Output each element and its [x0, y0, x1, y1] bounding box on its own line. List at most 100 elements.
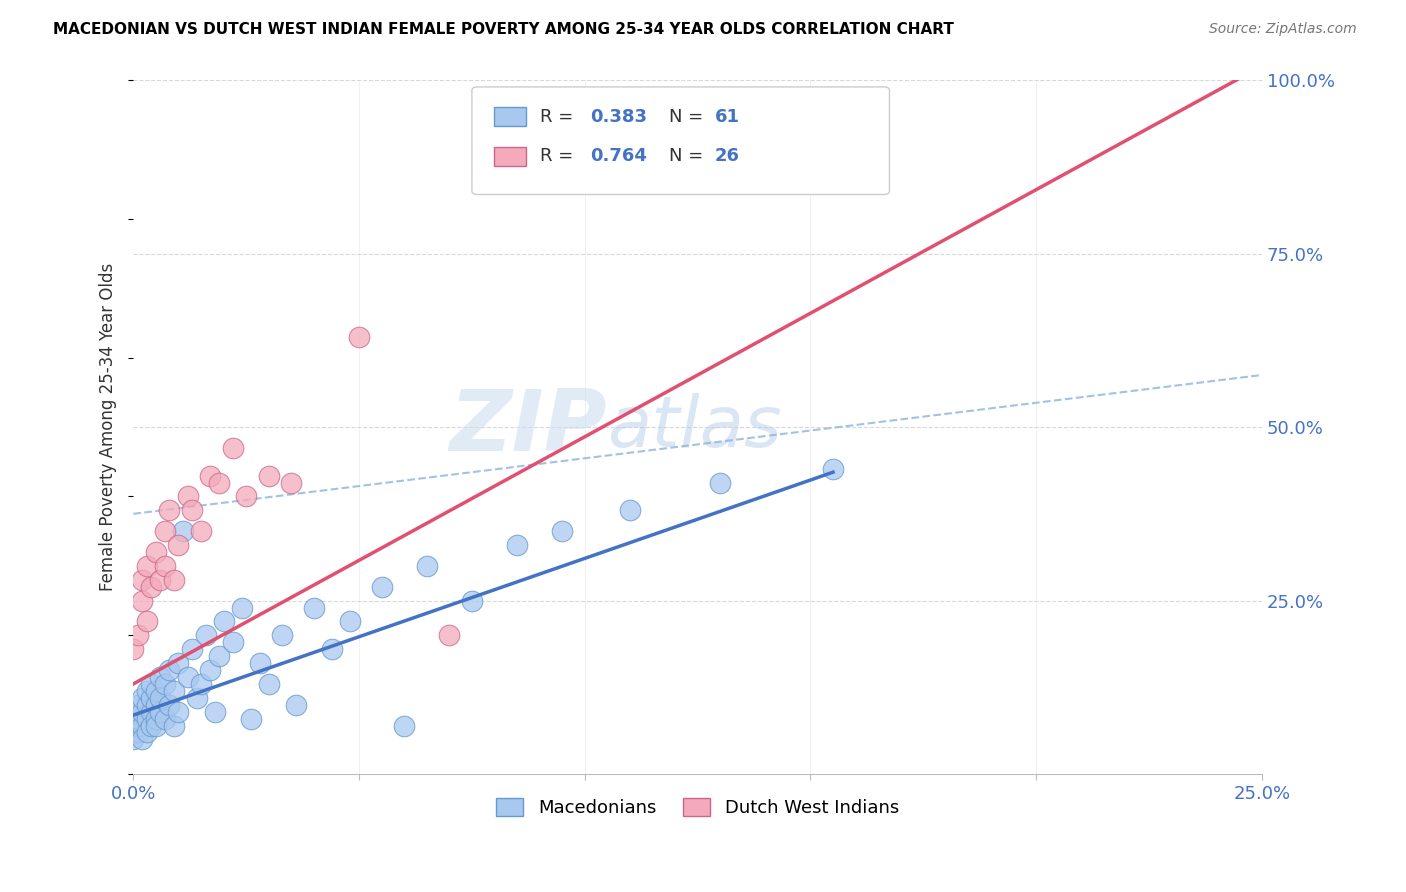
Text: 26: 26	[714, 147, 740, 165]
Point	[551, 524, 574, 538]
Point	[821, 461, 844, 475]
Point	[204, 705, 226, 719]
Point	[321, 642, 343, 657]
Point	[284, 698, 307, 712]
Point	[194, 628, 217, 642]
Point	[145, 718, 167, 732]
Point	[135, 725, 157, 739]
Point	[186, 690, 208, 705]
Point	[153, 712, 176, 726]
Point	[212, 615, 235, 629]
Point	[167, 705, 190, 719]
Point	[163, 683, 186, 698]
Point	[122, 642, 145, 657]
Point	[145, 712, 167, 726]
Point	[347, 330, 370, 344]
Point	[122, 718, 145, 732]
Point	[163, 573, 186, 587]
Point	[167, 656, 190, 670]
Text: R =: R =	[540, 108, 579, 126]
Text: atlas: atlas	[607, 392, 782, 461]
Point	[235, 490, 257, 504]
Point	[145, 698, 167, 712]
Point	[131, 690, 153, 705]
Y-axis label: Female Poverty Among 25-34 Year Olds: Female Poverty Among 25-34 Year Olds	[100, 263, 117, 591]
Point	[163, 718, 186, 732]
Point	[159, 698, 181, 712]
Point	[198, 663, 221, 677]
Point	[122, 732, 145, 747]
Point	[131, 718, 153, 732]
Point	[141, 690, 163, 705]
Legend: Macedonians, Dutch West Indians: Macedonians, Dutch West Indians	[489, 790, 907, 824]
Point	[198, 468, 221, 483]
Point	[149, 573, 172, 587]
Point	[149, 670, 172, 684]
Point	[135, 683, 157, 698]
Point	[149, 705, 172, 719]
Text: 0.764: 0.764	[591, 147, 647, 165]
Point	[153, 677, 176, 691]
Point	[176, 670, 198, 684]
Point	[416, 558, 439, 573]
Text: 0.383: 0.383	[591, 108, 647, 126]
Point	[221, 635, 243, 649]
Point	[135, 615, 157, 629]
FancyBboxPatch shape	[495, 107, 526, 127]
Text: ZIP: ZIP	[450, 385, 607, 468]
Point	[135, 712, 157, 726]
Point	[131, 593, 153, 607]
Point	[141, 677, 163, 691]
Point	[145, 545, 167, 559]
Point	[257, 677, 280, 691]
Point	[127, 628, 149, 642]
Point	[392, 718, 415, 732]
Point	[149, 690, 172, 705]
Point	[153, 558, 176, 573]
FancyBboxPatch shape	[472, 87, 890, 194]
Text: N =: N =	[669, 108, 710, 126]
Text: 61: 61	[714, 108, 740, 126]
Point	[370, 580, 392, 594]
Point	[141, 718, 163, 732]
Point	[131, 705, 153, 719]
Point	[127, 698, 149, 712]
Point	[339, 615, 361, 629]
Point	[190, 524, 212, 538]
Point	[127, 712, 149, 726]
Point	[271, 628, 294, 642]
Point	[141, 705, 163, 719]
Point	[181, 642, 204, 657]
Text: MACEDONIAN VS DUTCH WEST INDIAN FEMALE POVERTY AMONG 25-34 YEAR OLDS CORRELATION: MACEDONIAN VS DUTCH WEST INDIAN FEMALE P…	[53, 22, 955, 37]
Point	[145, 683, 167, 698]
Point	[127, 725, 149, 739]
Point	[257, 468, 280, 483]
Point	[141, 580, 163, 594]
Point	[208, 475, 231, 490]
Point	[135, 558, 157, 573]
Text: N =: N =	[669, 147, 710, 165]
Point	[231, 600, 253, 615]
Point	[172, 524, 194, 538]
Point	[176, 490, 198, 504]
Text: Source: ZipAtlas.com: Source: ZipAtlas.com	[1209, 22, 1357, 37]
Point	[181, 503, 204, 517]
Point	[135, 698, 157, 712]
Point	[619, 503, 641, 517]
Point	[159, 503, 181, 517]
Point	[709, 475, 731, 490]
Point	[208, 649, 231, 664]
Point	[249, 656, 271, 670]
Point	[167, 538, 190, 552]
Point	[159, 663, 181, 677]
Point	[190, 677, 212, 691]
Point	[239, 712, 262, 726]
FancyBboxPatch shape	[495, 146, 526, 166]
Point	[439, 628, 461, 642]
Point	[280, 475, 302, 490]
Point	[529, 94, 551, 108]
Point	[131, 732, 153, 747]
Point	[153, 524, 176, 538]
Point	[221, 441, 243, 455]
Point	[302, 600, 325, 615]
